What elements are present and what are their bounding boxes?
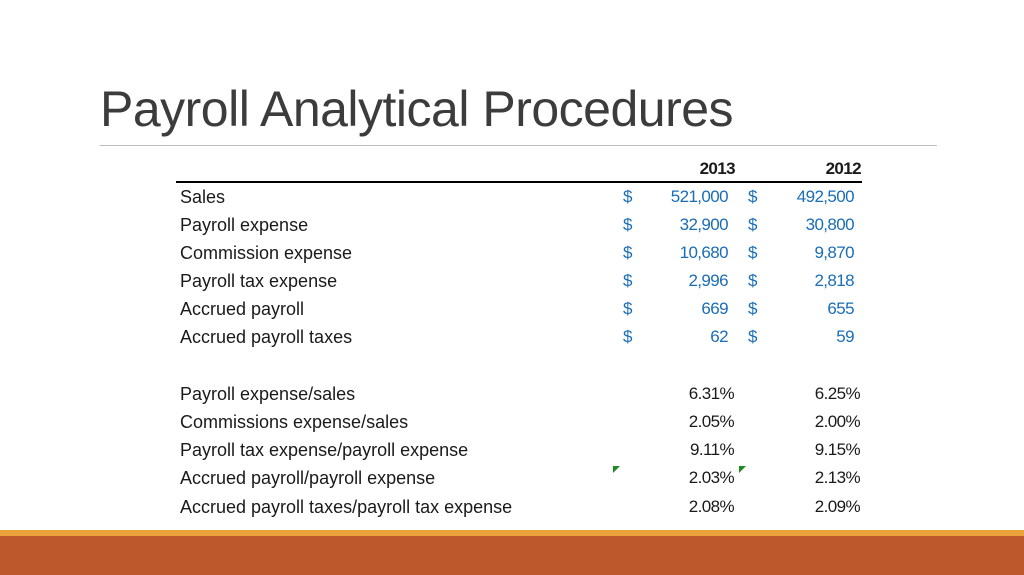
currency-symbol: $ — [623, 215, 633, 234]
cell-marker-icon — [739, 466, 746, 473]
value-2012: 2.00% — [814, 412, 861, 431]
title-divider — [100, 145, 937, 146]
value-2013: 62 — [710, 327, 728, 346]
value-2013: 6.31% — [688, 384, 735, 403]
row-label: Commissions expense/sales — [180, 412, 409, 432]
value-2012: 59 — [836, 327, 854, 346]
currency-symbol: $ — [623, 299, 633, 318]
row-label: Payroll tax expense — [180, 271, 338, 291]
value-2013: 2,996 — [688, 271, 728, 290]
value-2013: 2.08% — [688, 497, 735, 516]
row-label: Accrued payroll/payroll expense — [180, 468, 436, 488]
row-label: Commission expense — [180, 243, 353, 263]
table-row: Accrued payroll/payroll expense 2.03% 2.… — [0, 465, 1024, 493]
currency-symbol: $ — [748, 243, 758, 262]
row-label: Accrued payroll — [180, 299, 305, 319]
column-header-2013: 2013 — [699, 159, 736, 178]
value-2012: 9,870 — [814, 243, 854, 262]
value-2013: 9.11% — [690, 440, 735, 459]
currency-symbol: $ — [748, 215, 758, 234]
table-row: Payroll expense/sales 6.31% 6.25% — [0, 381, 1024, 409]
row-label: Payroll tax expense/payroll expense — [180, 440, 469, 460]
value-2012: 2.13% — [814, 468, 861, 487]
table-row: Commission expense $ 10,680 $ 9,870 — [0, 240, 1024, 268]
currency-symbol: $ — [748, 271, 758, 290]
footer-accent-band — [0, 536, 1024, 575]
currency-symbol: $ — [623, 243, 633, 262]
table-row: Payroll expense $ 32,900 $ 30,800 — [0, 212, 1024, 240]
value-2013: 669 — [701, 299, 728, 318]
table-row: Accrued payroll taxes $ 62 $ 59 — [0, 324, 1024, 352]
currency-symbol: $ — [748, 299, 758, 318]
row-label: Accrued payroll taxes/payroll tax expens… — [180, 497, 513, 517]
table-row: Payroll tax expense $ 2,996 $ 2,818 — [0, 268, 1024, 296]
row-label: Accrued payroll taxes — [180, 327, 353, 347]
currency-symbol: $ — [623, 187, 633, 206]
footer-accent-stripe — [0, 530, 1024, 536]
row-label: Sales — [180, 187, 226, 207]
value-2012: 6.25% — [814, 384, 861, 403]
cell-marker-icon — [613, 466, 620, 473]
value-2012: 30,800 — [805, 215, 855, 234]
row-label: Payroll expense — [180, 215, 309, 235]
header-underline — [176, 181, 862, 183]
value-2012: 2,818 — [814, 271, 854, 290]
value-2013: 2.05% — [688, 412, 735, 431]
table-row: Sales $ 521,000 $ 492,500 — [0, 184, 1024, 212]
column-header-2012: 2012 — [825, 159, 862, 178]
currency-symbol: $ — [623, 327, 633, 346]
table-row: Payroll tax expense/payroll expense 9.11… — [0, 437, 1024, 465]
value-2012: 492,500 — [796, 187, 855, 206]
value-2013: 10,680 — [679, 243, 729, 262]
value-2013: 2.03% — [688, 468, 735, 487]
value-2013: 521,000 — [670, 187, 729, 206]
currency-symbol: $ — [623, 271, 633, 290]
table-row: Accrued payroll taxes/payroll tax expens… — [0, 494, 1024, 522]
currency-symbol: $ — [748, 187, 758, 206]
table-row: Accrued payroll $ 669 $ 655 — [0, 296, 1024, 324]
row-label: Payroll expense/sales — [180, 384, 356, 404]
slide-title: Payroll Analytical Procedures — [100, 81, 734, 137]
table-row: Commissions expense/sales 2.05% 2.00% — [0, 409, 1024, 437]
value-2012: 2.09% — [814, 497, 861, 516]
value-2012: 9.15% — [814, 440, 861, 459]
value-2012: 655 — [827, 299, 854, 318]
value-2013: 32,900 — [679, 215, 729, 234]
currency-symbol: $ — [748, 327, 758, 346]
